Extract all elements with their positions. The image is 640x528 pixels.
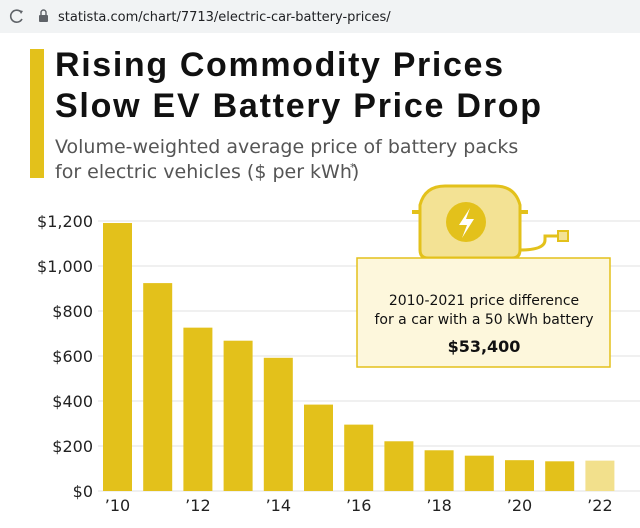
bar <box>505 460 534 491</box>
browser-bar <box>0 0 640 33</box>
y-tick-label: $200 <box>52 437 93 456</box>
plot: $0 $200 $400 $600 $800 $1,000 $1,200 ’10 ’12 ’14 ’… <box>37 212 640 515</box>
annotation-text: for a car with a 50 kWh battery <box>374 312 593 328</box>
annotation-text: 2010-2021 price difference <box>389 293 579 309</box>
reload-icon[interactable] <box>9 9 23 23</box>
url[interactable]: statista.com/chart/7713/electric-car-bat… <box>58 10 391 25</box>
bar <box>545 461 575 491</box>
annotation-value: $53,400 <box>448 337 521 356</box>
reload-arrow <box>19 10 23 14</box>
y-tick-label: $1,200 <box>37 212 93 231</box>
y-tick-label: $800 <box>52 302 93 321</box>
bar <box>585 460 615 491</box>
x-tick-label: ’10 <box>105 496 130 515</box>
bar <box>223 340 253 491</box>
bar <box>263 357 293 491</box>
x-tick-label: ’20 <box>507 496 532 515</box>
bar <box>183 327 213 491</box>
bar <box>304 404 333 491</box>
bar <box>103 223 132 491</box>
x-tick-label: ’18 <box>426 496 451 515</box>
bar <box>464 455 494 491</box>
lock-icon <box>39 15 48 22</box>
bar <box>344 424 374 491</box>
bar <box>143 283 173 491</box>
annotation-box <box>356 257 611 368</box>
lock-shackle <box>40 9 47 15</box>
plug <box>557 230 569 242</box>
bar <box>424 450 454 491</box>
y-tick-label: $400 <box>52 392 93 411</box>
bolt <box>459 208 474 238</box>
subtitle: Volume-weighted average price of battery… <box>55 136 518 158</box>
y-tick-label: $1,000 <box>37 257 93 276</box>
x-tick-label: ’14 <box>266 496 291 515</box>
cable <box>519 234 560 252</box>
title: Slow EV Battery Price Drop <box>55 87 541 125</box>
subtitle-mark: * <box>350 161 356 174</box>
x-tick-label: ’16 <box>346 496 371 515</box>
subtitle: for electric vehicles ($ per kWh) <box>55 161 359 183</box>
y-tick-label: $0 <box>73 482 93 501</box>
x-tick-label: ’12 <box>185 496 210 515</box>
car-icon <box>412 184 569 260</box>
title-accent <box>30 49 44 178</box>
bar <box>384 441 414 491</box>
y-tick-label: $600 <box>52 347 93 366</box>
x-tick-label: ’22 <box>587 496 612 515</box>
title: Rising Commodity Prices <box>55 46 503 84</box>
